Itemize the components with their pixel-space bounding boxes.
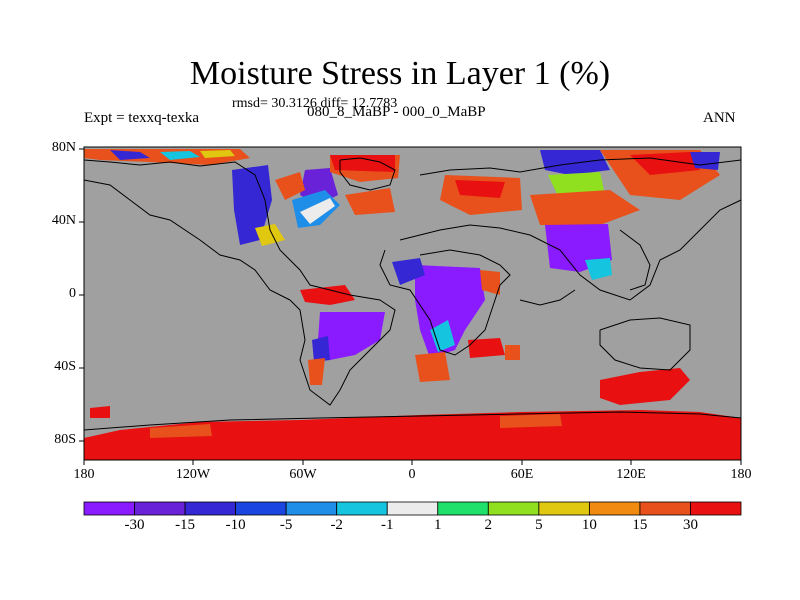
lat-tick-label: 80S [54, 432, 76, 447]
field-region [232, 165, 272, 245]
coastline [599, 317, 691, 371]
field-region [345, 188, 395, 215]
field-region [90, 406, 110, 418]
colorbar-label: -30 [124, 517, 145, 533]
experiment-label: Expt = texxq-texka [84, 110, 200, 126]
field-region [468, 338, 505, 358]
colorbar-box [588, 501, 641, 516]
field-region [480, 270, 500, 295]
lat-tick-label: 40S [54, 359, 76, 374]
colorbar-box [235, 501, 287, 516]
field-region [318, 312, 385, 360]
lon-tick-label: 60E [510, 467, 534, 482]
colorbar [83, 501, 742, 516]
field-region [585, 258, 612, 280]
coastline [379, 249, 511, 356]
lon-tick-label: 0 [408, 467, 416, 482]
field-region [600, 368, 690, 405]
colorbar-label: 10 [581, 517, 597, 533]
lon-tick-label: 180 [730, 467, 752, 482]
colorbar-label: -15 [175, 517, 196, 533]
field-region [110, 150, 150, 160]
colorbar-box [487, 501, 540, 516]
field-region [415, 352, 450, 382]
coastline [619, 229, 651, 291]
colorbar-label: -1 [380, 517, 394, 533]
field-region [160, 151, 200, 160]
colorbar-box [336, 501, 388, 516]
colorbar-label: -5 [279, 517, 293, 533]
field-region [84, 410, 741, 460]
field-region [505, 345, 520, 360]
field-region [312, 336, 330, 362]
colorbar-box [83, 501, 135, 516]
coastline [399, 199, 742, 301]
field-region [540, 150, 610, 175]
field-region [500, 414, 562, 428]
lon-tick-label: 120W [175, 467, 211, 482]
colorbar-label: 2 [484, 517, 493, 533]
colorbar-box [437, 501, 489, 516]
coastline [83, 179, 291, 301]
colorbar-label: 30 [682, 517, 698, 533]
field-region [150, 424, 212, 438]
field-region [455, 180, 505, 198]
colorbar-label: -10 [225, 517, 246, 533]
colorbar-box [285, 501, 338, 516]
colorbar-box [386, 501, 439, 516]
colorbar-label: 15 [632, 517, 648, 533]
field-region [255, 224, 285, 246]
coastline [83, 159, 331, 291]
field-region [300, 198, 335, 224]
coastline [519, 289, 576, 306]
field-region [308, 358, 325, 385]
colorbar-label: 1 [434, 517, 442, 533]
coastline [419, 157, 742, 176]
coastline [289, 289, 396, 406]
coastline [83, 411, 742, 431]
colorbar-label: 5 [535, 517, 543, 533]
lon-tick-label: 180 [73, 467, 95, 482]
period-label: 080_8_MaBP - 000_0_MaBP [307, 104, 486, 120]
field-region [392, 258, 425, 285]
field-region [530, 190, 640, 225]
field-region [430, 320, 455, 352]
lat-tick-label: 40N [51, 213, 76, 228]
colorbar-box [639, 501, 691, 516]
axis-ticks [79, 148, 742, 465]
lat-tick-label: 0 [69, 286, 76, 301]
season-label: ANN [703, 110, 736, 126]
chart-title: Moisture Stress in Layer 1 (%) [189, 55, 611, 92]
field-region [300, 285, 355, 305]
stats-label: rmsd= 30.3126 diff= 12.7783 [232, 96, 398, 111]
colorbar-box [134, 501, 186, 516]
colorbar-box [690, 501, 742, 516]
lon-tick-label: 120E [616, 467, 646, 482]
moisture-stress-field [84, 149, 741, 460]
coastlines [83, 157, 742, 431]
lat-tick-label: 80N [51, 140, 76, 155]
field-region [200, 150, 235, 158]
colorbar-label: -2 [330, 517, 343, 533]
colorbar-box [538, 501, 590, 516]
field-region [690, 152, 720, 170]
field-region [275, 172, 305, 200]
colorbar-box [184, 501, 237, 516]
lon-tick-label: 60W [289, 467, 317, 482]
coastline [339, 157, 396, 191]
map-background [84, 147, 741, 460]
